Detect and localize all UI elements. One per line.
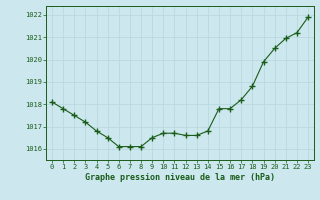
X-axis label: Graphe pression niveau de la mer (hPa): Graphe pression niveau de la mer (hPa)	[85, 173, 275, 182]
